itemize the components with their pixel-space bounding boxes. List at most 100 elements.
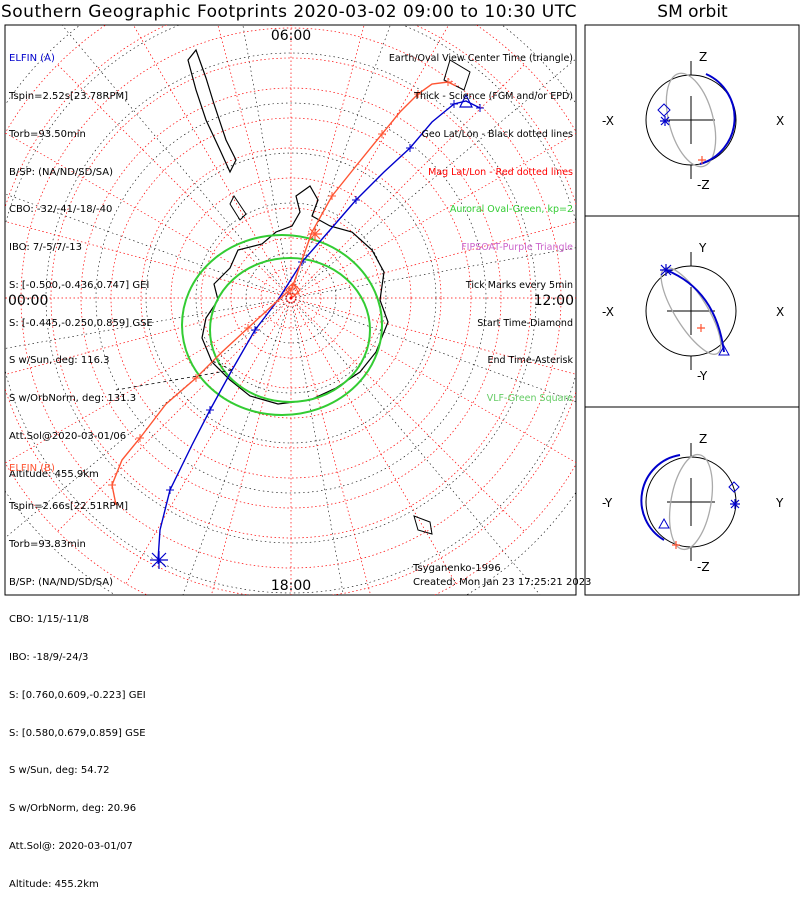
elfin-a-line: Tspin=2.52s[23.78RPM] [9, 90, 129, 102]
model-label: Tsyganenko-1996 [413, 563, 501, 574]
geo-lon-line [290, 297, 344, 595]
elfin-a-line: Att.Sol@2020-03-01/06 [9, 431, 127, 442]
elfin-a-line: S w/Sun, deg: 116.3 [9, 355, 110, 367]
mag-lon-line [5, 297, 292, 375]
triangle-icon [288, 282, 300, 295]
connector-line [209, 359, 233, 371]
orbit-axis-right: X [776, 114, 784, 128]
plus-tick-icon [450, 100, 458, 108]
mlt-label-right: 12:00 [534, 293, 574, 309]
elfin-a-orbit [665, 269, 725, 353]
mag-lat-circle [260, 267, 322, 329]
elfin-a-line: S: [-0.445,-0.250,0.859] GSE [9, 317, 153, 329]
mag-lon-line [290, 297, 371, 595]
elfin-b-line: Tspin=2.66s[22.51RPM] [9, 500, 129, 512]
legend-item: End Time-Asterisk [487, 355, 573, 367]
orbit-axis-bottom: -Y [697, 369, 708, 383]
mag-lon-line [132, 25, 292, 299]
mag-lon-line [5, 221, 292, 299]
asterisk-icon [697, 324, 705, 332]
legend-item: Auroral Oval-Green, kp=2 [449, 204, 573, 216]
elfin-b-line: CBO: 1/15/-11/8 [9, 614, 89, 626]
asterisk-icon [660, 116, 670, 126]
plus-tick-icon [206, 406, 214, 414]
mag-lon-line [125, 297, 292, 584]
orbit-axis-right: X [776, 305, 784, 319]
elfin-a-line: S w/OrbNorm, deg: 131.3 [9, 393, 137, 405]
legend-item: Earth/Oval View Center Time (triangle) [388, 53, 573, 65]
elfin-a-header: ELFIN (A) [9, 53, 55, 65]
plus-tick-icon [136, 434, 144, 442]
elfin-a-line: S: [-0.500,-0.436,0.747] GEI [9, 279, 150, 291]
mag-lat-circle [200, 207, 382, 389]
orbit-frame [584, 24, 800, 596]
auroral-oval-outer [181, 234, 383, 416]
legend-item: Tick Marks every 5min [465, 279, 573, 291]
mag-lon-line [290, 297, 525, 532]
orbit-axis-top: Y [698, 241, 707, 255]
diamond-icon [728, 481, 740, 493]
plus-tick-icon [166, 486, 174, 494]
elfin-a-line: Torb=93.50min [9, 128, 86, 140]
map-frame [4, 24, 577, 596]
geo-lat-circle [95, 102, 487, 494]
asterisk-icon [730, 499, 740, 509]
orbit-title: SM orbit [657, 2, 728, 22]
diamond-icon [285, 282, 301, 298]
orbit-axis-bottom: -Z [697, 178, 710, 192]
mag-lat-circle [20, 27, 562, 569]
elfin-a-orbit [640, 454, 681, 541]
legend-item: Thick - Science (FGM and/or EPD) [414, 90, 573, 102]
elfin-b-line: S w/OrbNorm, deg: 20.96 [9, 803, 137, 815]
mlt-label-top: 06:00 [271, 28, 311, 44]
mag-lon-line [217, 25, 292, 299]
africa-outline [443, 59, 471, 91]
mag-lon-line [290, 25, 365, 299]
mag-lon-line [290, 297, 576, 463]
geo-lat-circle [195, 202, 387, 394]
legend-item: Geo Lat/Lon - Black dotted lines [421, 128, 573, 140]
orbit-axis-left: -X [602, 114, 614, 128]
elfin-a-line: Altitude: 455.9km [9, 468, 99, 480]
plus-tick-icon [406, 144, 414, 152]
elfin-b-line: S w/Sun, deg: 54.72 [9, 765, 110, 777]
legend-item: FIPSOAT-Purple Triangle [461, 242, 573, 254]
plus-tick-icon [414, 90, 422, 98]
plus-tick-icon [476, 104, 484, 112]
south-america-outline [187, 48, 237, 174]
mag-lon-line [290, 221, 576, 299]
legend-item: Mag Lat/Lon - Red dotted lines [428, 166, 573, 178]
elfin-a-info: ELFIN (A) Tspin=2.52s[23.78RPM] Torb=93.… [9, 28, 153, 494]
orbit-axis-left: -X [602, 305, 614, 319]
plus-tick-icon [378, 130, 386, 138]
chart-title: Southern Geographic Footprints 2020-03-0… [0, 2, 577, 22]
mag-lat-circle [80, 87, 502, 509]
legend: Earth/Oval View Center Time (triangle) T… [389, 28, 573, 418]
legend-item: Start Time-Diamond [477, 317, 573, 329]
mag-lon-line [290, 133, 576, 299]
elfin-a-orbit [699, 73, 736, 165]
orbit-axis-left: -Y [602, 496, 613, 510]
island-outline [413, 515, 433, 535]
orbit-axis-top: Z [699, 432, 707, 446]
geo-lon-line [242, 25, 292, 299]
asterisk-icon [150, 551, 168, 569]
elfin-b-orbit [665, 72, 717, 168]
plus-tick-icon [192, 374, 200, 382]
orbit-axis-right: Y [775, 496, 784, 510]
mlt-label-left: 00:00 [8, 293, 48, 309]
elfin-a-line: IBO: 7/-5/7/-13 [9, 242, 83, 254]
legend-item: VLF-Green Square [486, 393, 573, 405]
created-label: Created: Mon Jan 23 17:25:21 2023 [413, 577, 592, 588]
mag-lat-circle [140, 147, 442, 449]
asterisk-icon [672, 541, 680, 549]
asterisk-icon [660, 264, 672, 276]
mag-lon-line [290, 25, 450, 299]
mag-lon-line [5, 297, 292, 464]
plus-tick-icon [352, 196, 360, 204]
elfin-b-line: S: [0.580,0.679,0.859] GSE [9, 727, 146, 739]
asterisk-icon [698, 156, 706, 164]
orbit-axis-top: Z [699, 50, 707, 64]
island-outline [229, 195, 247, 221]
plus-tick-icon [444, 78, 452, 86]
